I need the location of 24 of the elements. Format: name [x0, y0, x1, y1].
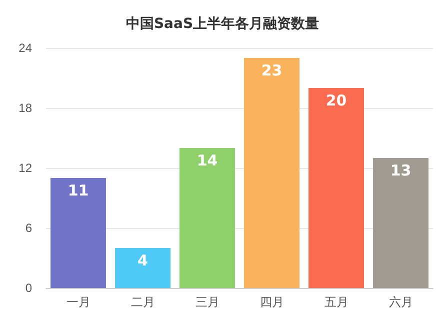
- y-tick-label: 12: [18, 161, 32, 175]
- data-label: 4: [138, 252, 148, 270]
- y-tick-label: 0: [25, 281, 32, 295]
- y-tick-label: 18: [18, 101, 32, 115]
- y-tick-label: 6: [25, 221, 32, 235]
- data-label: 20: [326, 92, 347, 110]
- x-tick-label: 四月: [260, 295, 284, 309]
- data-label: 11: [68, 182, 89, 200]
- data-label: 13: [390, 162, 412, 180]
- bar: [115, 248, 170, 288]
- bar: [308, 88, 364, 288]
- x-tick-label: 六月: [388, 295, 413, 309]
- data-label: 23: [261, 62, 282, 80]
- chart-title: 中国SaaS上半年各月融资数量: [126, 16, 320, 32]
- y-tick-label: 24: [18, 41, 32, 55]
- bar: [373, 158, 428, 288]
- x-tick-label: 五月: [324, 295, 348, 309]
- bar: [50, 178, 106, 288]
- bar: [180, 148, 235, 288]
- x-tick-label: 三月: [195, 295, 220, 309]
- data-label: 14: [196, 152, 218, 170]
- x-tick-label: 二月: [130, 295, 155, 309]
- x-tick-label: 一月: [66, 295, 90, 309]
- bar: [244, 58, 300, 288]
